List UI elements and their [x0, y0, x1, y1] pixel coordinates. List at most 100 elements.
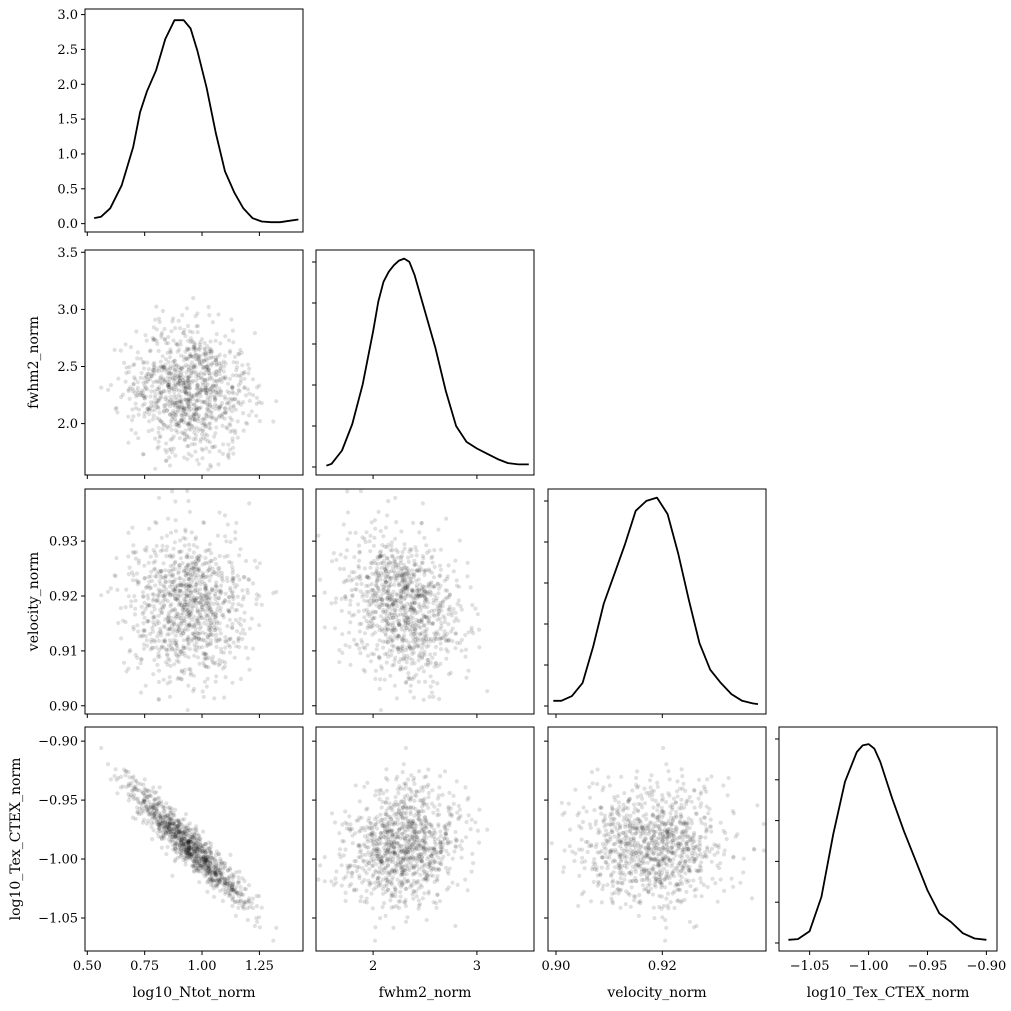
scatter-point — [150, 335, 155, 340]
scatter-point — [162, 326, 167, 332]
scatter-point — [337, 566, 343, 572]
scatter-point — [208, 403, 213, 408]
scatter-point — [173, 830, 179, 836]
scatter-point — [365, 806, 370, 811]
scatter-point — [193, 365, 198, 370]
scatter-point — [149, 824, 154, 830]
scatter-point — [195, 386, 200, 391]
scatter-point — [147, 412, 152, 417]
scatter-point — [436, 610, 441, 615]
scatter-point — [212, 393, 217, 399]
scatter-point — [417, 602, 422, 607]
scatter-point — [357, 842, 362, 847]
scatter-point — [135, 385, 140, 390]
scatter-point — [350, 826, 355, 832]
scatter-point — [142, 411, 147, 416]
scatter-point — [199, 358, 204, 363]
scatter-point — [444, 647, 449, 652]
scatter-point — [447, 790, 452, 796]
scatter-point — [189, 423, 195, 429]
scatter-point — [187, 386, 193, 391]
scatter-point — [220, 400, 225, 406]
scatter-point — [230, 439, 235, 444]
scatter-point — [225, 389, 230, 394]
scatter-point — [200, 456, 205, 461]
scatter-point — [194, 378, 199, 383]
scatter-point — [114, 556, 119, 561]
scatter-point — [197, 842, 202, 847]
scatter-point — [157, 417, 162, 422]
scatter-point — [452, 849, 457, 854]
scatter-point — [208, 347, 214, 352]
scatter-point — [364, 900, 369, 905]
scatter-point — [238, 623, 244, 628]
scatter-point — [214, 571, 219, 577]
scatter-point — [224, 639, 229, 644]
scatter-point — [217, 371, 222, 377]
scatter-point — [227, 599, 232, 604]
scatter-point — [183, 349, 188, 354]
scatter-point — [179, 417, 184, 422]
scatter-point — [213, 383, 218, 388]
scatter-point — [416, 658, 421, 663]
scatter-point — [178, 372, 184, 377]
scatter-point — [202, 341, 207, 346]
scatter-point — [440, 599, 445, 604]
scatter-point — [133, 598, 138, 603]
scatter-point — [228, 636, 233, 641]
scatter-point — [352, 863, 357, 869]
scatter-point — [158, 419, 163, 424]
scatter-point — [207, 615, 213, 621]
scatter-point — [196, 428, 201, 433]
scatter-point — [362, 615, 367, 620]
scatter-point — [352, 555, 357, 560]
scatter-point — [132, 391, 138, 396]
scatter-point — [214, 383, 219, 388]
scatter-point — [219, 576, 224, 581]
scatter-point — [213, 390, 218, 395]
scatter-point — [189, 366, 194, 371]
y-tick-label: −0.95 — [38, 794, 78, 809]
scatter-point — [409, 576, 414, 581]
scatter-point — [131, 414, 136, 419]
scatter-point — [375, 566, 380, 571]
scatter-point — [424, 818, 429, 823]
scatter-point — [154, 645, 159, 650]
scatter-point — [155, 404, 161, 409]
scatter-point — [156, 444, 161, 449]
scatter-point — [149, 408, 154, 413]
scatter-point — [348, 530, 353, 535]
scatter-point — [438, 661, 443, 667]
scatter-point — [466, 813, 471, 818]
scatter-point — [130, 815, 135, 820]
scatter-point — [208, 373, 213, 378]
scatter-point — [193, 370, 198, 375]
scatter-point — [197, 360, 202, 366]
scatter-point — [161, 376, 166, 381]
scatter-point — [151, 604, 156, 609]
scatter-point — [182, 414, 187, 419]
scatter-point — [207, 346, 212, 352]
scatter-point — [213, 406, 218, 412]
scatter-point — [211, 883, 216, 888]
scatter-point — [151, 548, 156, 553]
scatter-point — [126, 440, 131, 445]
scatter-point — [417, 565, 422, 570]
kde-line-velocity_norm — [553, 496, 759, 705]
scatter-point — [465, 574, 470, 579]
scatter-point — [169, 568, 174, 574]
scatter-point — [223, 334, 228, 339]
scatter-point — [164, 801, 169, 806]
scatter-point — [385, 513, 390, 518]
scatter-point — [194, 824, 199, 829]
scatter-point — [191, 577, 196, 582]
scatter-point — [195, 414, 200, 419]
scatter-point — [177, 424, 182, 429]
scatter-point — [339, 608, 344, 614]
scatter-point — [454, 779, 459, 784]
scatter-point — [182, 406, 187, 411]
scatter-point — [463, 654, 468, 659]
scatter-point — [232, 655, 237, 660]
scatter-point — [214, 369, 219, 374]
